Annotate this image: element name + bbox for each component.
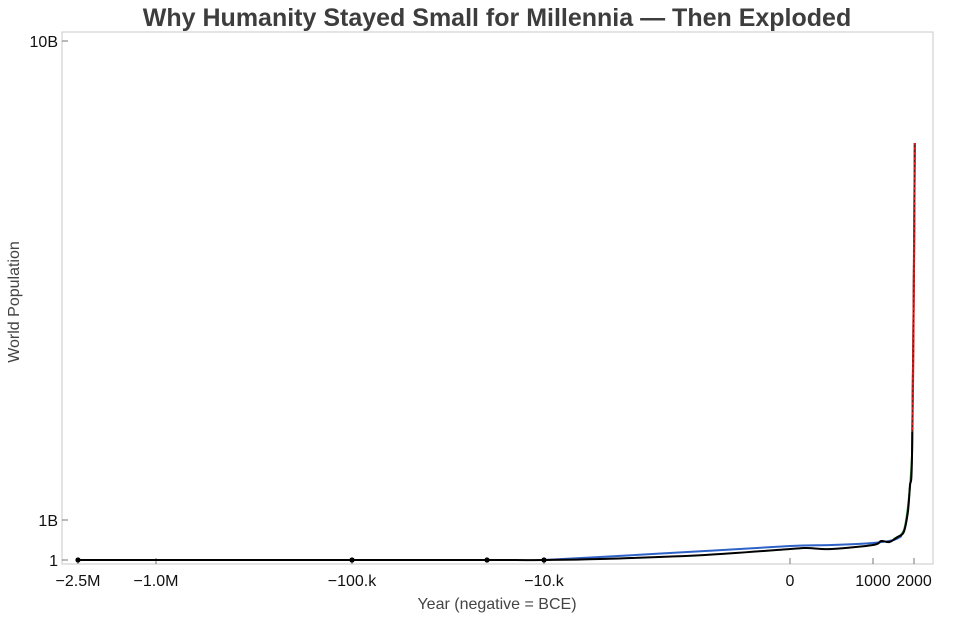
y-axis-label: World Population (6, 241, 23, 363)
data-point-marker (541, 557, 547, 563)
y-tick-label: 1 (49, 553, 58, 570)
plot-frame (61, 31, 934, 565)
x-tick-label: −10.k (524, 573, 565, 590)
data-point-marker (75, 557, 81, 563)
x-axis-label: Year (negative = BCE) (417, 596, 576, 613)
x-tick-label: 0 (786, 573, 795, 590)
y-tick-label: 1B (38, 513, 58, 530)
x-tick-label: −100.k (328, 573, 377, 590)
x-tick-label: 1000 (855, 573, 891, 590)
series-line-000000 (78, 142, 916, 562)
data-point-marker (484, 557, 490, 563)
series-markers (75, 557, 547, 563)
x-tick-label: 2000 (896, 573, 932, 590)
chart-title: Why Humanity Stayed Small for Millennia … (143, 4, 851, 32)
y-tick-label: 10B (30, 34, 58, 51)
data-point-marker (349, 557, 355, 563)
axis-ticks: −2.5M −1.0M −100.k −10.k 0 1000 2000 1 1B 10B (30, 34, 932, 590)
x-tick-label: −1.0M (134, 573, 179, 590)
series-line-overlay (912, 142, 916, 433)
x-tick-label: −2.5M (56, 573, 101, 590)
series-lines (78, 142, 916, 562)
